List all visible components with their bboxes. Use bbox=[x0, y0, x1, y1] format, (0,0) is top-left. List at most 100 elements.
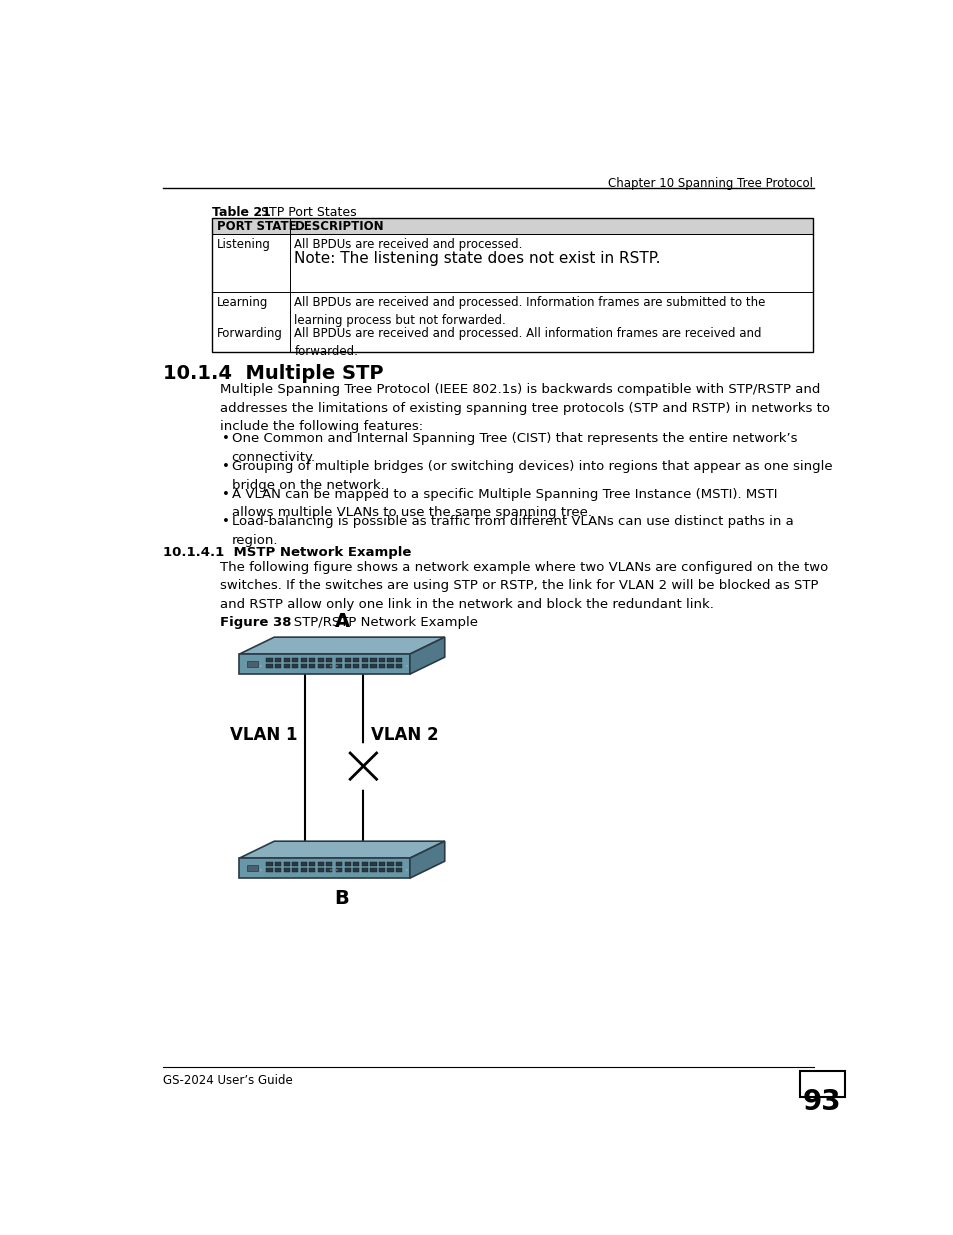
Text: Load-balancing is possible as traffic from different VLANs can use distinct path: Load-balancing is possible as traffic fr… bbox=[232, 515, 793, 547]
Text: VLAN 1: VLAN 1 bbox=[230, 726, 297, 745]
Bar bbox=[212, 217, 812, 352]
Bar bbox=[361, 664, 368, 668]
Bar bbox=[370, 658, 376, 662]
Bar bbox=[292, 862, 298, 866]
Bar bbox=[353, 868, 359, 872]
Text: ': ' bbox=[405, 664, 407, 671]
Text: Grouping of multiple bridges (or switching devices) into regions that appear as : Grouping of multiple bridges (or switchi… bbox=[232, 461, 831, 492]
Bar bbox=[344, 862, 351, 866]
Text: 10.1.4.1  MSTP Network Example: 10.1.4.1 MSTP Network Example bbox=[163, 546, 412, 558]
Bar bbox=[370, 862, 376, 866]
Bar bbox=[387, 658, 394, 662]
Bar bbox=[274, 862, 281, 866]
Text: All BPDUs are received and processed.: All BPDUs are received and processed. bbox=[294, 238, 522, 251]
Bar bbox=[387, 868, 394, 872]
Bar bbox=[370, 868, 376, 872]
Bar bbox=[387, 664, 394, 668]
Bar bbox=[361, 868, 368, 872]
Bar bbox=[395, 658, 402, 662]
Bar bbox=[212, 324, 812, 352]
Text: STP/RSTP Network Example: STP/RSTP Network Example bbox=[281, 616, 477, 630]
Text: Listening: Listening bbox=[216, 238, 271, 251]
Bar bbox=[283, 658, 290, 662]
Text: VLAN 2: VLAN 2 bbox=[371, 726, 438, 745]
Bar bbox=[283, 868, 290, 872]
Text: STP Port States: STP Port States bbox=[249, 206, 356, 219]
Text: The following figure shows a network example where two VLANs are configured on t: The following figure shows a network exa… bbox=[220, 561, 827, 611]
Bar bbox=[274, 658, 281, 662]
Bar bbox=[344, 658, 351, 662]
Bar bbox=[239, 858, 410, 878]
Bar bbox=[378, 868, 385, 872]
Text: ': ' bbox=[335, 868, 336, 874]
Bar bbox=[300, 862, 307, 866]
Text: A: A bbox=[335, 613, 349, 631]
Bar bbox=[266, 862, 273, 866]
Bar bbox=[335, 664, 342, 668]
Bar bbox=[300, 658, 307, 662]
Bar bbox=[283, 862, 290, 866]
Bar bbox=[395, 868, 402, 872]
Bar bbox=[274, 664, 281, 668]
Text: PORT STATE: PORT STATE bbox=[216, 220, 296, 233]
Text: 93: 93 bbox=[802, 1088, 841, 1115]
Bar bbox=[353, 664, 359, 668]
Bar bbox=[266, 664, 273, 668]
Bar bbox=[353, 658, 359, 662]
Bar bbox=[326, 658, 332, 662]
Text: A VLAN can be mapped to a specific Multiple Spanning Tree Instance (MSTI). MSTI
: A VLAN can be mapped to a specific Multi… bbox=[232, 488, 777, 519]
Bar bbox=[326, 862, 332, 866]
Bar bbox=[309, 862, 315, 866]
Bar bbox=[378, 664, 385, 668]
Bar bbox=[395, 664, 402, 668]
Text: ': ' bbox=[259, 868, 261, 874]
Bar bbox=[317, 862, 323, 866]
Bar bbox=[212, 217, 812, 235]
Bar bbox=[212, 235, 812, 293]
Bar bbox=[317, 868, 323, 872]
Bar bbox=[292, 664, 298, 668]
Bar bbox=[292, 658, 298, 662]
Text: ': ' bbox=[405, 868, 407, 874]
Bar bbox=[283, 664, 290, 668]
Text: GS-2024 User’s Guide: GS-2024 User’s Guide bbox=[163, 1073, 293, 1087]
Text: Forwarding: Forwarding bbox=[216, 327, 282, 340]
Text: ': ' bbox=[329, 664, 331, 671]
Bar bbox=[799, 1071, 844, 1097]
Bar bbox=[317, 664, 323, 668]
Bar bbox=[378, 658, 385, 662]
Bar bbox=[317, 658, 323, 662]
Bar bbox=[353, 862, 359, 866]
Text: Table 21: Table 21 bbox=[212, 206, 271, 219]
Text: B: B bbox=[335, 889, 349, 908]
Bar bbox=[300, 868, 307, 872]
Text: Chapter 10 Spanning Tree Protocol: Chapter 10 Spanning Tree Protocol bbox=[607, 178, 812, 190]
Text: Note: The listening state does not exist in RSTP.: Note: The listening state does not exist… bbox=[294, 252, 660, 267]
Bar bbox=[247, 864, 257, 871]
Text: All BPDUs are received and processed. Information frames are submitted to the
le: All BPDUs are received and processed. In… bbox=[294, 296, 765, 327]
Bar bbox=[266, 658, 273, 662]
Bar bbox=[212, 293, 812, 324]
Text: DESCRIPTION: DESCRIPTION bbox=[294, 220, 384, 233]
Bar bbox=[344, 868, 351, 872]
Text: One Common and Internal Spanning Tree (CIST) that represents the entire network’: One Common and Internal Spanning Tree (C… bbox=[232, 432, 797, 464]
Bar bbox=[387, 862, 394, 866]
Text: ': ' bbox=[329, 868, 331, 874]
Bar bbox=[309, 868, 315, 872]
Text: Figure 38: Figure 38 bbox=[220, 616, 292, 630]
Bar bbox=[335, 658, 342, 662]
Bar bbox=[274, 868, 281, 872]
Bar bbox=[335, 868, 342, 872]
Bar bbox=[239, 655, 410, 674]
Bar bbox=[361, 862, 368, 866]
Text: Learning: Learning bbox=[216, 296, 268, 309]
Bar bbox=[309, 664, 315, 668]
Polygon shape bbox=[239, 841, 444, 858]
Bar bbox=[335, 862, 342, 866]
Bar bbox=[292, 868, 298, 872]
Text: ': ' bbox=[335, 664, 336, 671]
Text: ': ' bbox=[259, 664, 261, 671]
Bar bbox=[326, 868, 332, 872]
Bar bbox=[395, 862, 402, 866]
Bar bbox=[326, 664, 332, 668]
